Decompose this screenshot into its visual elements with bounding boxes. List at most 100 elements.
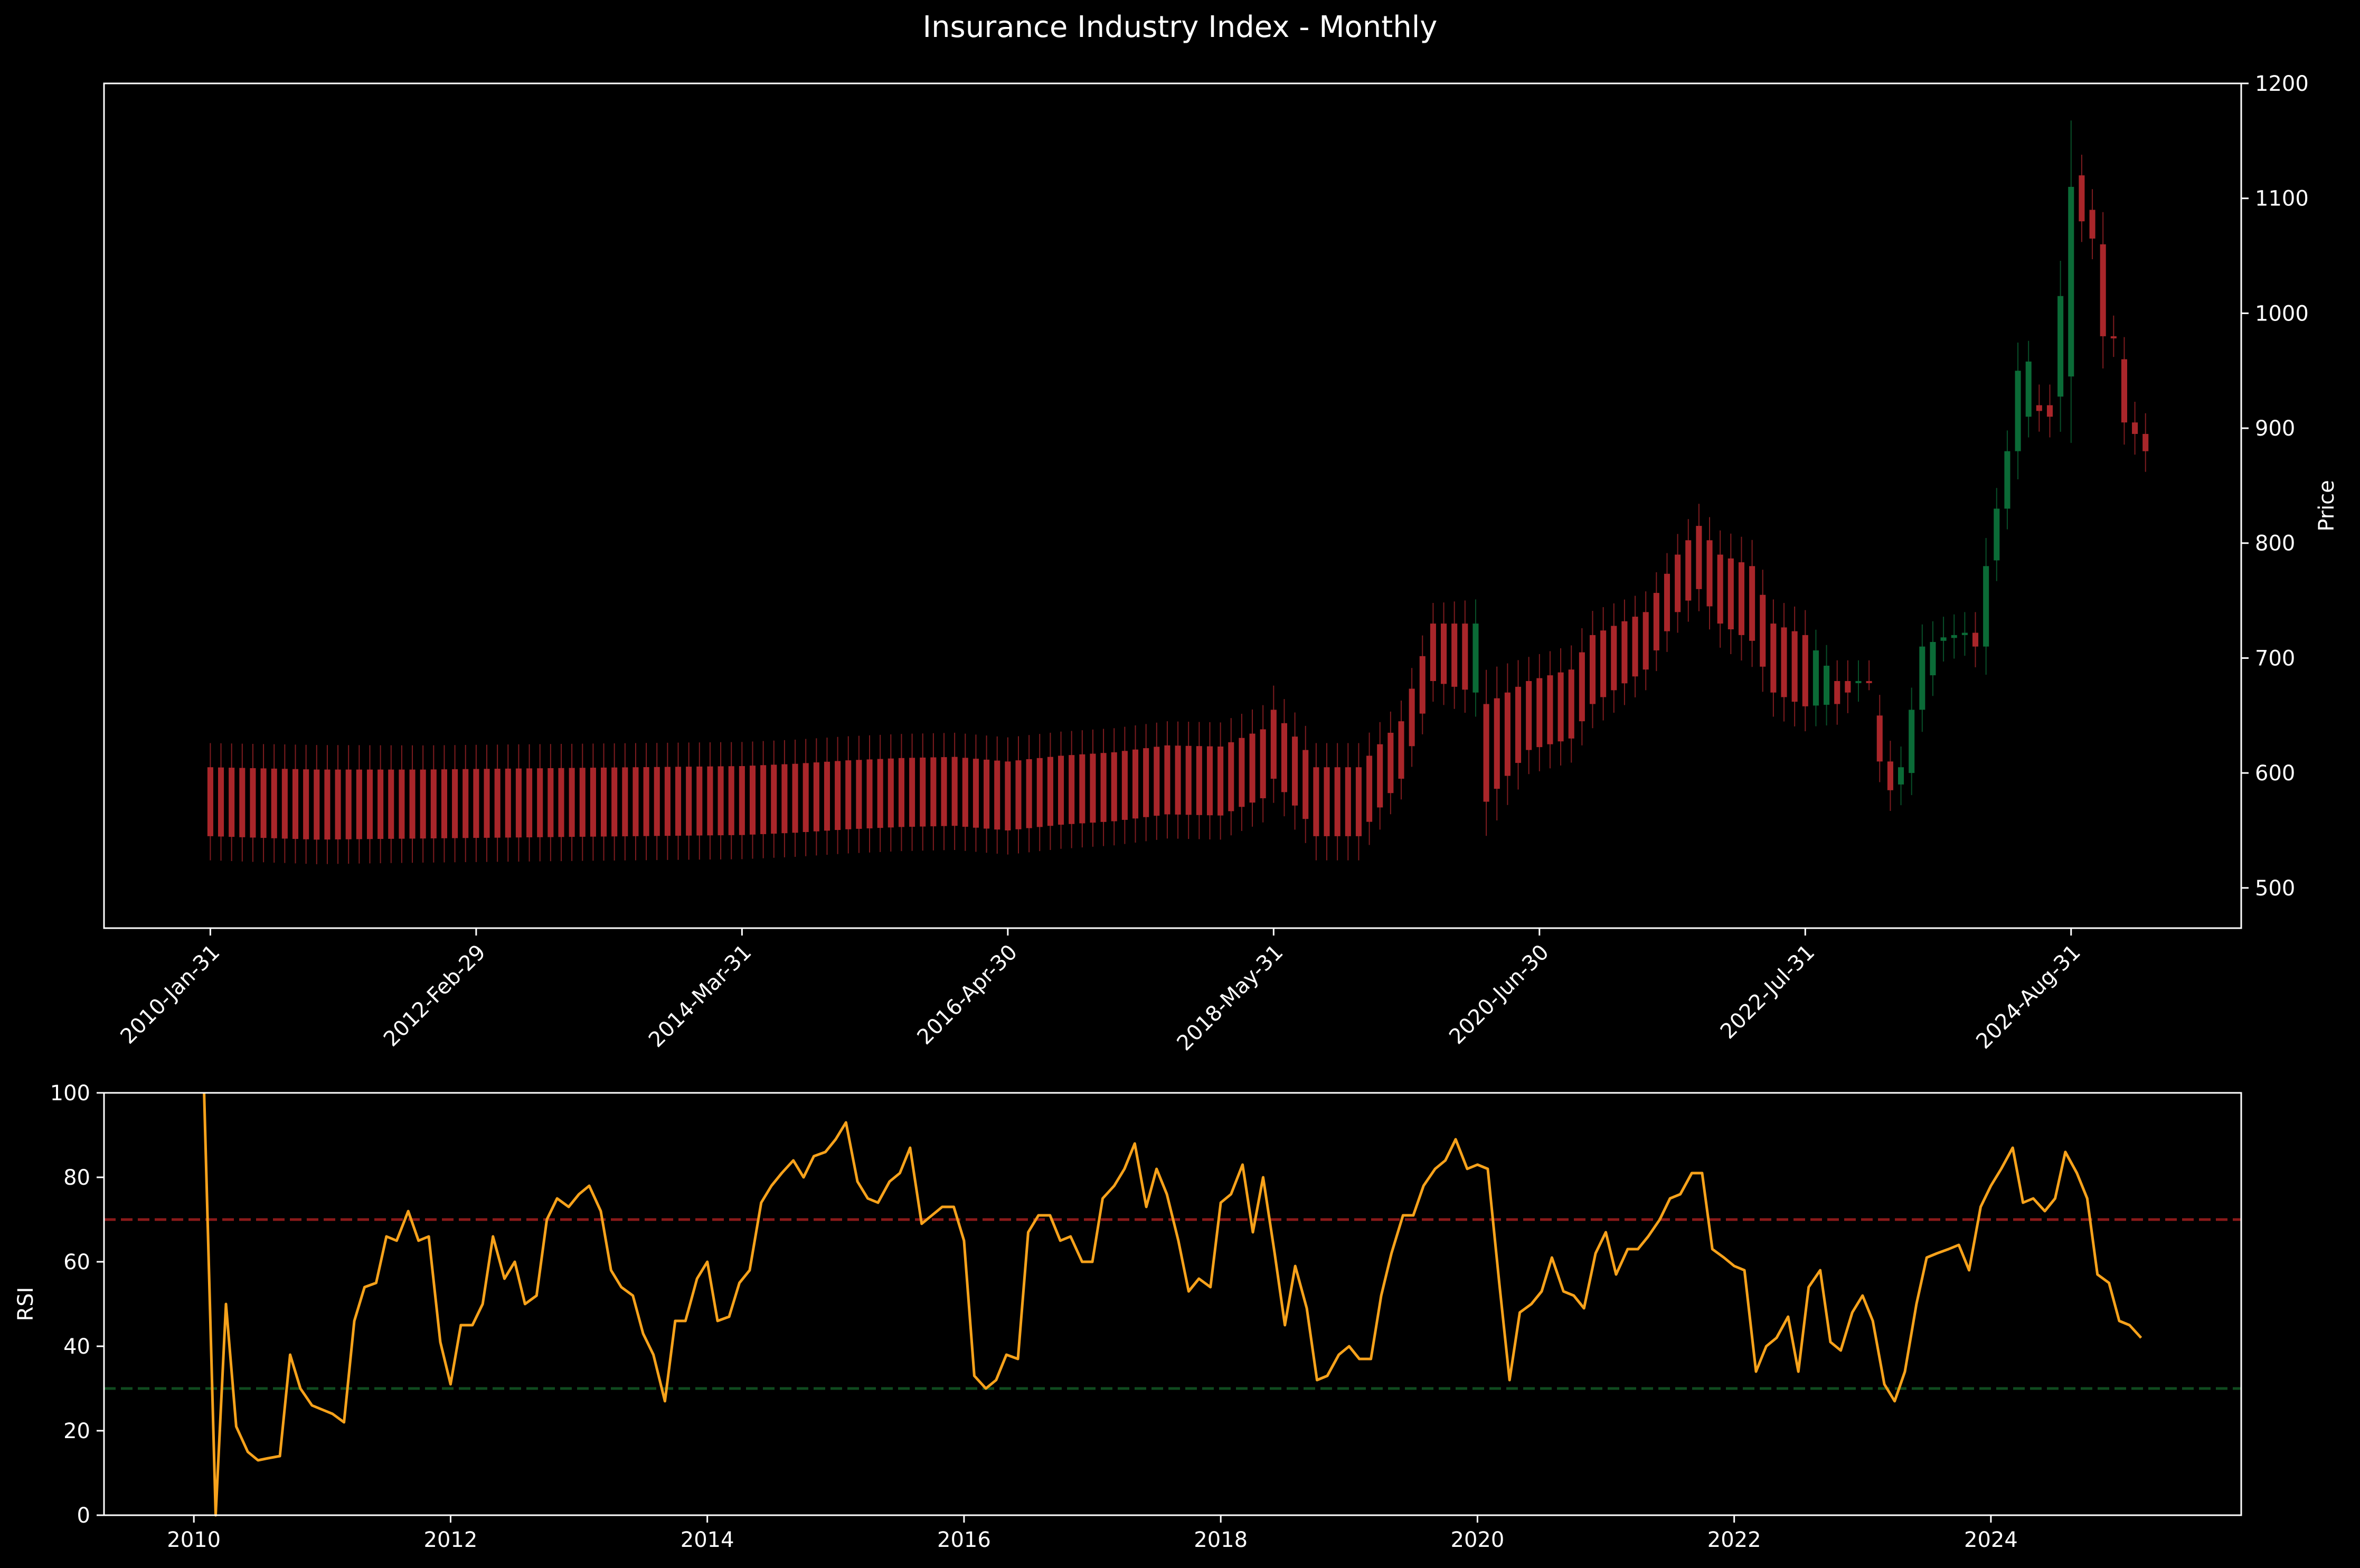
candle-down xyxy=(1185,745,1192,815)
candle-down xyxy=(388,769,394,839)
rsi-x-tick-label: 2020 xyxy=(1451,1528,1505,1552)
candle-down xyxy=(1802,635,1808,706)
date-tick-label: 2018-May-31 xyxy=(1173,940,1288,1056)
candle-down xyxy=(1302,750,1309,819)
candle-down xyxy=(1334,767,1341,836)
candle-down xyxy=(441,769,447,838)
candle-down xyxy=(1270,710,1277,779)
candle-down xyxy=(1781,627,1787,697)
candle-up xyxy=(1919,646,1925,710)
rsi-y-tick-label: 80 xyxy=(63,1166,90,1190)
candle-up xyxy=(1909,710,1915,773)
candle-up xyxy=(2015,371,2021,451)
candle-down xyxy=(1387,732,1394,794)
candle-down xyxy=(2121,359,2128,423)
candle-down xyxy=(1324,767,1330,836)
candle-down xyxy=(771,764,777,834)
candle-down xyxy=(250,768,256,838)
candle-down xyxy=(1536,678,1543,748)
candle-down xyxy=(845,760,852,829)
candle-down xyxy=(292,769,299,839)
candle-down xyxy=(611,767,618,837)
candle-down xyxy=(1441,624,1447,684)
price-tick-label: 1100 xyxy=(2255,187,2309,211)
candle-down xyxy=(1430,624,1436,681)
candle-down xyxy=(1685,540,1692,601)
candle-down xyxy=(951,757,958,826)
candle-down xyxy=(1675,554,1681,612)
candle-up xyxy=(1940,637,1947,641)
candle-down xyxy=(1504,692,1511,776)
candle-down xyxy=(749,766,756,835)
rsi-y-axis: 0 20 40 60 80 100 xyxy=(50,1081,104,1528)
candle-down xyxy=(1313,767,1319,836)
date-tick-label: 2024-Aug-31 xyxy=(1971,940,2085,1054)
candle-down xyxy=(1706,540,1713,607)
candle-down xyxy=(356,769,362,839)
rsi-y-tick-label: 0 xyxy=(77,1504,90,1528)
rsi-y-tick-label: 100 xyxy=(50,1081,90,1106)
candle-down xyxy=(1845,681,1851,693)
candle-down xyxy=(2046,405,2053,417)
candle-down xyxy=(1749,566,1755,641)
candle-down xyxy=(1047,757,1053,826)
candle-down xyxy=(1866,681,1872,683)
candle-up xyxy=(2057,296,2064,397)
candle-down xyxy=(930,757,937,827)
rsi-axis-label: RSI xyxy=(14,1287,38,1321)
rsi-y-tick-label: 20 xyxy=(63,1419,90,1443)
candle-down xyxy=(1398,721,1404,779)
date-tick-label: 2010-Jan-31 xyxy=(116,940,224,1049)
candle-down xyxy=(260,768,267,838)
candle-down xyxy=(1366,755,1373,822)
candle-down xyxy=(2089,210,2095,239)
rsi-panel: 0 20 40 60 80 100 2010 2012 2014 2016 2018 2020 202… xyxy=(14,1081,2242,1552)
price-tick-label: 800 xyxy=(2255,532,2295,556)
candle-down xyxy=(1451,624,1458,687)
rsi-series-line xyxy=(203,1092,2142,1517)
candle-up xyxy=(1994,508,2000,561)
rsi-x-axis: 2010 2012 2014 2016 2018 2020 2022 2024 xyxy=(167,1515,2018,1552)
candle-down xyxy=(430,769,437,838)
candle-down xyxy=(1621,621,1628,684)
candle-down xyxy=(420,769,426,839)
candle-down xyxy=(1132,749,1139,819)
price-tick-label: 1200 xyxy=(2255,72,2309,96)
candle-down xyxy=(1015,760,1022,829)
candle-down xyxy=(643,767,649,836)
candle-down xyxy=(1972,632,1979,647)
rsi-x-tick-label: 2010 xyxy=(167,1528,221,1552)
candle-down xyxy=(1196,746,1202,815)
candle-down xyxy=(1409,688,1415,747)
candle-down xyxy=(888,758,894,828)
candle-down xyxy=(1079,754,1085,824)
candle-down xyxy=(920,757,926,827)
candle-down xyxy=(686,767,692,836)
candle-down xyxy=(664,767,671,836)
candle-down xyxy=(803,763,809,833)
candle-down xyxy=(409,769,416,839)
candle-down xyxy=(1717,554,1723,624)
candle-up xyxy=(1472,624,1479,693)
candle-down xyxy=(537,768,543,837)
candle-up xyxy=(1855,681,1862,683)
candle-up xyxy=(2004,451,2010,509)
candle-down xyxy=(345,769,352,839)
candle-down xyxy=(1483,704,1489,802)
candle-up xyxy=(1983,566,1989,647)
candlestick-series xyxy=(207,120,2149,864)
candle-down xyxy=(877,759,883,828)
candle-down xyxy=(1239,738,1245,807)
candle-down xyxy=(898,758,904,827)
candle-down xyxy=(1547,675,1553,744)
date-tick-label: 2016-Apr-30 xyxy=(912,940,1022,1050)
candle-down xyxy=(739,766,745,835)
candle-down xyxy=(452,769,458,838)
candle-down xyxy=(1260,729,1266,799)
rsi-x-tick-label: 2022 xyxy=(1707,1528,1761,1552)
candle-down xyxy=(866,759,873,829)
candle-down xyxy=(1058,755,1064,825)
candle-down xyxy=(728,766,734,835)
candle-down xyxy=(718,766,724,836)
price-tick-label: 600 xyxy=(2255,761,2295,786)
